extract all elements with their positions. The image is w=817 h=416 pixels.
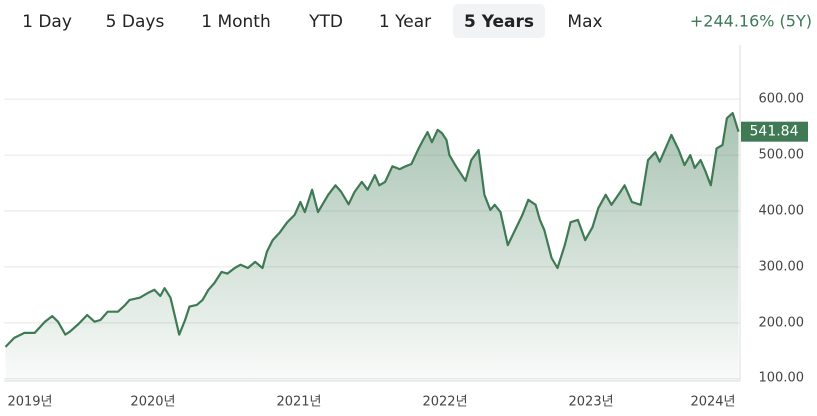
x-tick-label: 2022년 <box>422 395 467 410</box>
y-tick-label: 300.00 <box>759 259 805 274</box>
y-tick-label: 500.00 <box>759 148 805 163</box>
tab[interactable]: 1 Day <box>22 12 72 32</box>
tab[interactable]: YTD <box>308 12 343 32</box>
area-fill <box>5 113 739 381</box>
x-tick-label: 2020년 <box>130 395 175 410</box>
x-tick-label: 2021년 <box>276 395 321 410</box>
last-price-tag <box>741 121 808 142</box>
change-label: +244.16% (5Y) <box>690 12 812 31</box>
tab[interactable]: 1 Year <box>379 12 431 32</box>
y-tick-label: 400.00 <box>759 203 805 218</box>
x-tick-label: 2023년 <box>569 395 614 410</box>
y-tick-label: 600.00 <box>759 92 805 107</box>
x-tick-label: 2024년 <box>690 395 735 410</box>
price-line <box>4 112 740 348</box>
y-tick-label: 100.00 <box>759 371 805 386</box>
tab[interactable]: 5 Years <box>464 12 534 32</box>
tab-highlight <box>453 4 545 38</box>
tab[interactable]: 1 Month <box>201 12 271 32</box>
x-tick-label: 2019년 <box>7 395 52 410</box>
y-tick-label: 200.00 <box>759 315 805 330</box>
tab[interactable]: 5 Days <box>106 12 165 32</box>
tab[interactable]: Max <box>567 12 602 32</box>
last-price-label: 541.84 <box>750 124 799 140</box>
